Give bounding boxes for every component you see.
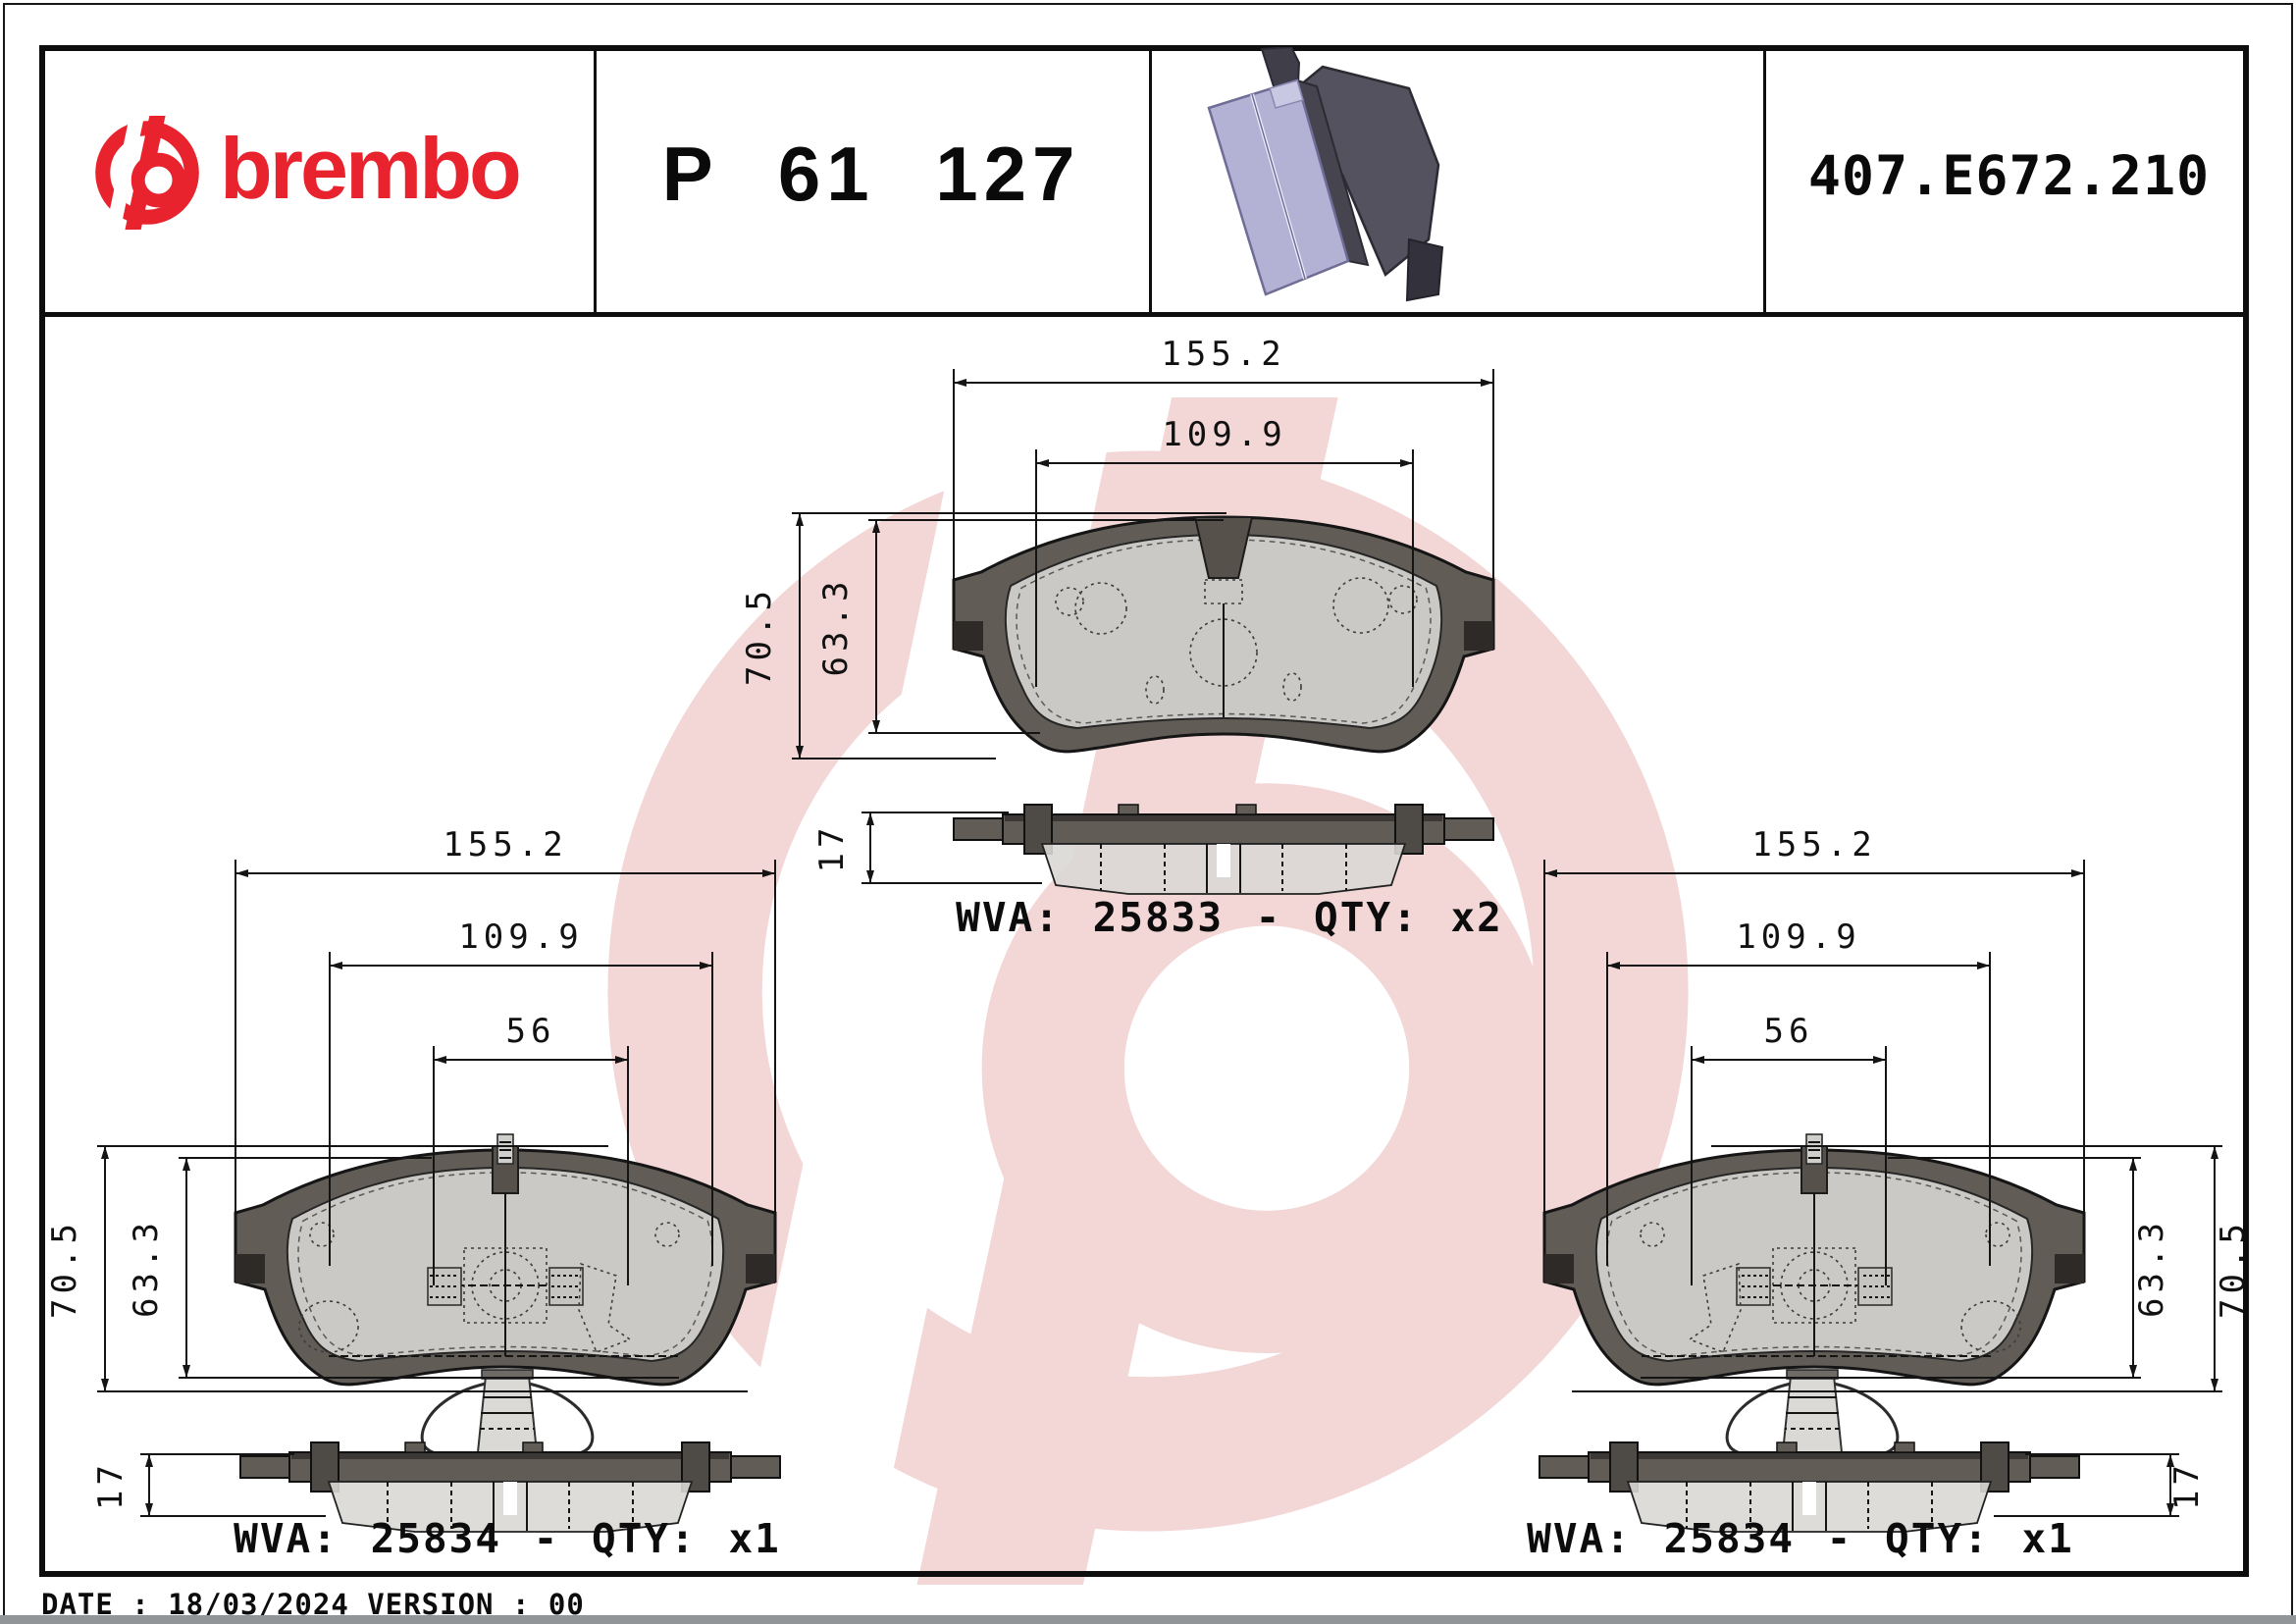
- sensor-spring-clip: [1725, 1369, 1900, 1461]
- dim-friction-width: 109.9: [1035, 415, 1414, 687]
- svg-text:17: 17: [2167, 1460, 2207, 1510]
- dim-thickness: 17: [812, 812, 1042, 884]
- header-divider-2: [1149, 45, 1152, 317]
- dim-overall-width: 155.2: [1543, 825, 2085, 1215]
- dim-center-distance: 56: [1691, 1012, 1887, 1285]
- svg-text:155.2: 155.2: [1751, 825, 1876, 864]
- svg-text:17: 17: [812, 823, 852, 873]
- brembo-logo-icon: [90, 116, 204, 230]
- pad-side-view: [953, 804, 1494, 895]
- dim-overall-width: 155.2: [235, 825, 776, 1215]
- brake-pad-set-photo: [1207, 47, 1444, 302]
- svg-text:63.3: 63.3: [816, 577, 856, 677]
- pad-side-view: [1539, 1369, 2080, 1533]
- catalog-code: 407.E672.210: [1807, 144, 2211, 207]
- brembo-wordmark: brembo: [220, 120, 522, 217]
- svg-text:70.5: 70.5: [740, 586, 779, 686]
- pad-drawings-layer: 155.2 109.9 70.5 63.3 17: [45, 335, 2253, 1533]
- svg-text:109.9: 109.9: [458, 917, 583, 957]
- dim-friction-width: 109.9: [1606, 917, 1991, 1266]
- svg-text:155.2: 155.2: [443, 825, 567, 864]
- svg-text:17: 17: [91, 1460, 130, 1510]
- scan-edge-strip: [0, 1615, 2296, 1624]
- pad-side-view: [239, 1369, 781, 1533]
- svg-text:109.9: 109.9: [1736, 917, 1860, 957]
- pad-with-sensor-spring-left: 155.2 109.9 56 70.5 63.3 17: [45, 825, 781, 1533]
- dim-friction-height: 63.3: [816, 520, 880, 733]
- svg-text:63.3: 63.3: [127, 1218, 166, 1318]
- part-number: P 61 127: [661, 131, 1081, 217]
- header-divider-1: [594, 45, 597, 317]
- pad-front-and-side-view-top: 155.2 109.9 70.5 63.3 17: [740, 335, 1495, 895]
- dim-friction-height: 63.3: [2129, 1158, 2171, 1378]
- svg-text:109.9: 109.9: [1162, 415, 1286, 454]
- dim-friction-width: 109.9: [329, 917, 713, 1266]
- sensor-spring-clip: [420, 1369, 595, 1461]
- svg-text:70.5: 70.5: [45, 1219, 84, 1319]
- wva-label-top: WVA: 25833 - QTY: x2: [956, 894, 1503, 941]
- dim-thickness: 17: [91, 1453, 326, 1517]
- svg-text:56: 56: [1764, 1012, 1814, 1051]
- dim-overall-width: 155.2: [953, 335, 1494, 582]
- pad-front-view: [234, 1133, 777, 1387]
- pad-front-view: [952, 515, 1495, 754]
- wva-label-bottom-left: WVA: 25834 - QTY: x1: [234, 1515, 781, 1562]
- dim-friction-height: 63.3: [127, 1158, 190, 1378]
- dim-thickness: 17: [1994, 1453, 2207, 1517]
- header-divider-3: [1763, 45, 1766, 317]
- svg-text:56: 56: [506, 1012, 556, 1051]
- dim-overall-height: 70.5: [45, 1146, 109, 1391]
- wva-label-bottom-right: WVA: 25834 - QTY: x1: [1527, 1515, 2074, 1562]
- svg-text:63.3: 63.3: [2132, 1218, 2171, 1318]
- svg-text:155.2: 155.2: [1161, 335, 1285, 374]
- dim-overall-height: 70.5: [740, 513, 804, 759]
- header-divider-horizontal: [39, 312, 2249, 317]
- dim-center-distance: 56: [433, 1012, 629, 1285]
- pad-front-view: [1542, 1133, 2086, 1387]
- drawing-frame: [39, 45, 2249, 1577]
